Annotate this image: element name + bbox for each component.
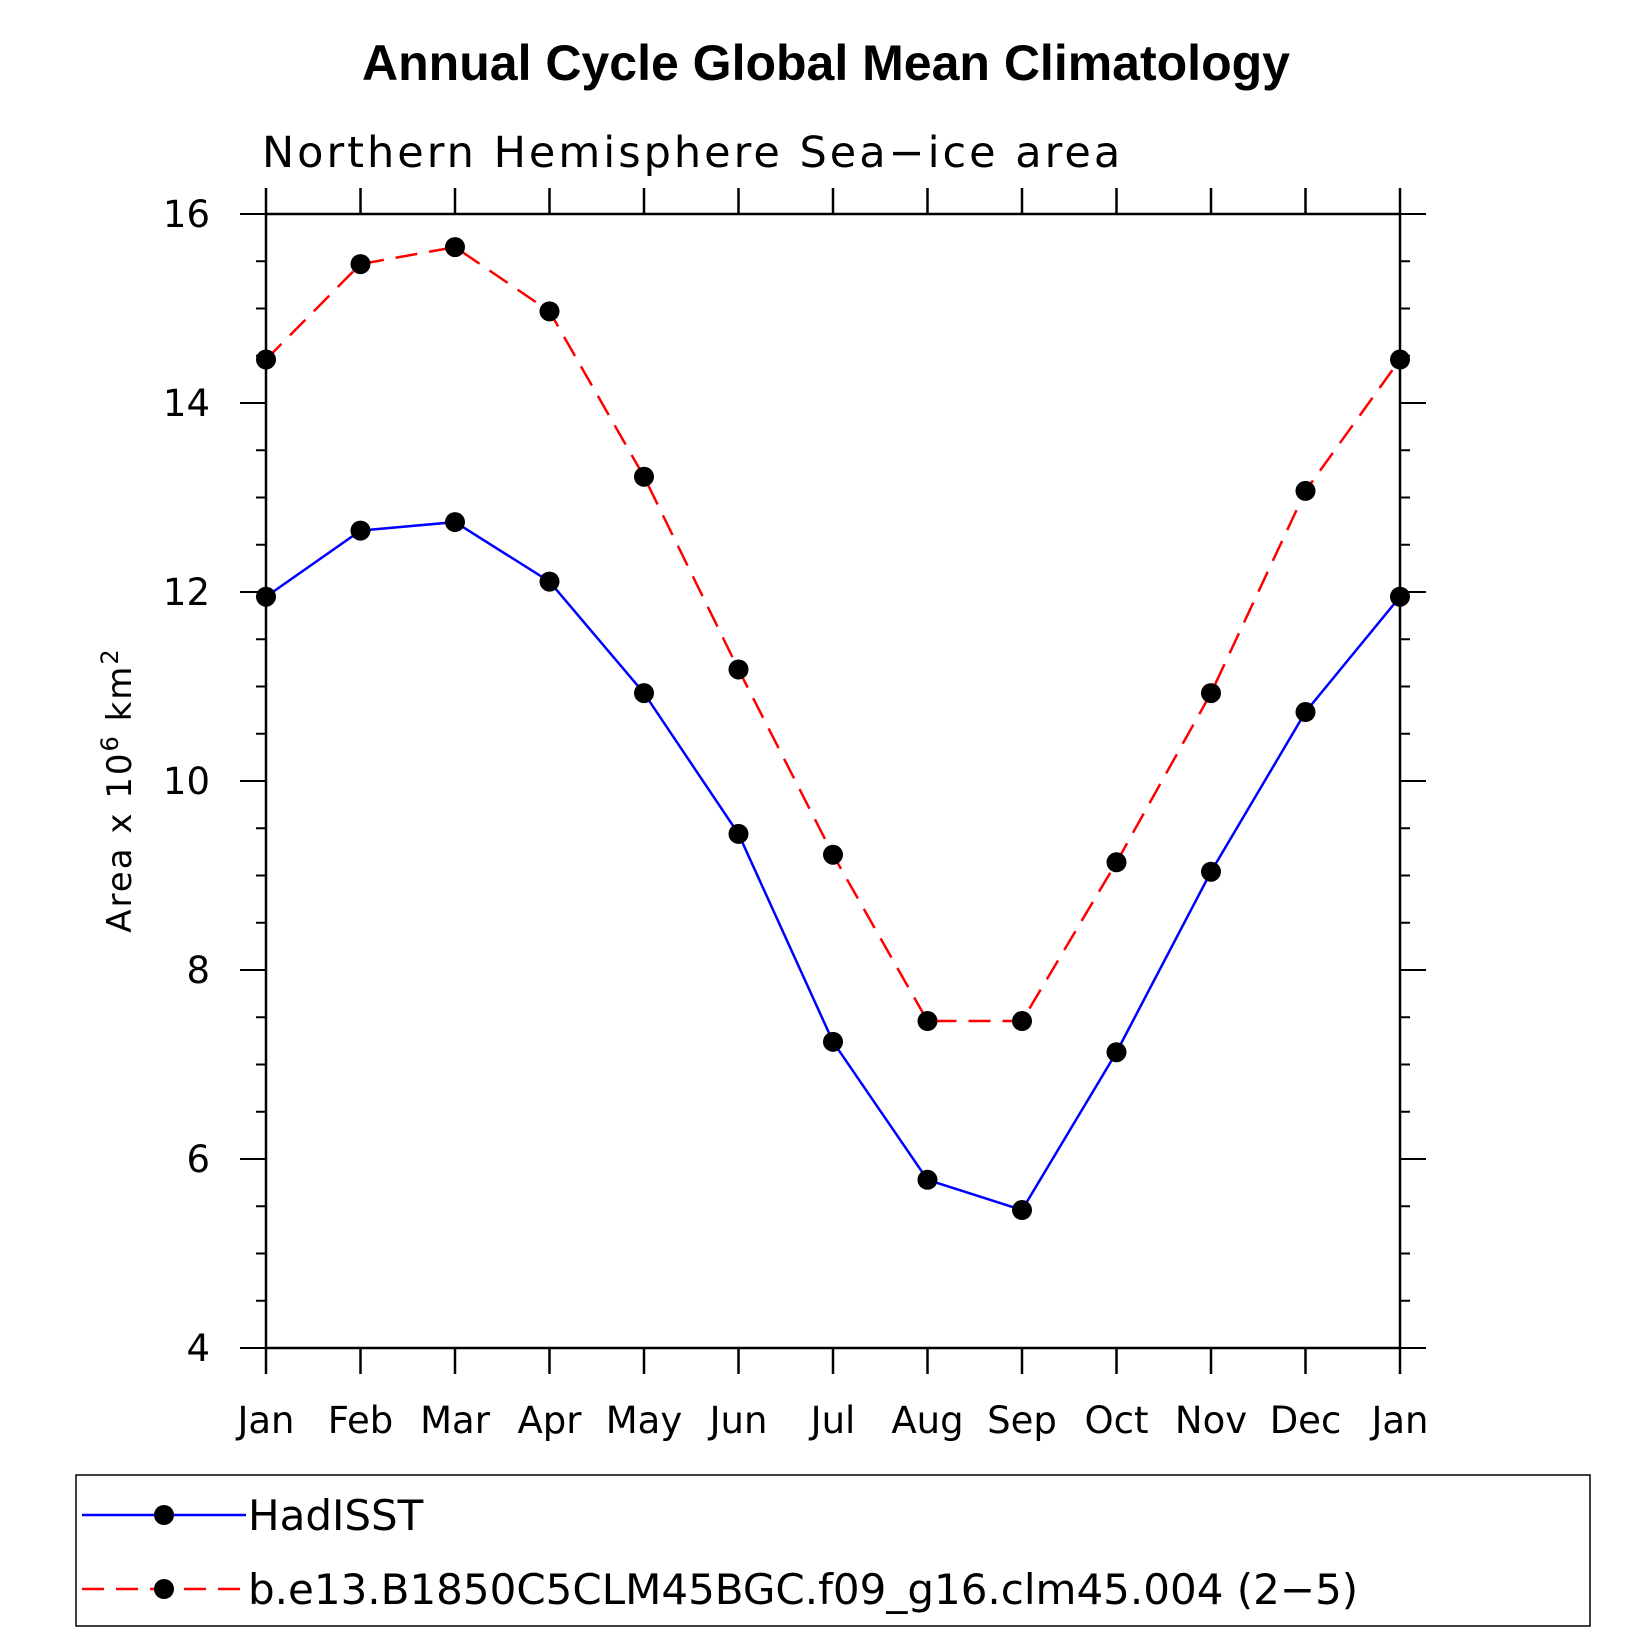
x-tick-label: Feb xyxy=(328,1399,394,1442)
data-point xyxy=(1012,1200,1032,1221)
y-tick-label: 6 xyxy=(186,1138,210,1181)
data-point xyxy=(256,586,276,607)
series-line-2 xyxy=(265,245,1402,1023)
plot-frame xyxy=(264,212,1402,1350)
y-tick-label: 16 xyxy=(163,193,210,236)
data-point xyxy=(1106,852,1127,873)
data-point xyxy=(1106,1042,1127,1063)
x-tick-label: Sep xyxy=(987,1399,1057,1442)
chart-title: Annual Cycle Global Mean Climatology xyxy=(362,35,1290,91)
data-point xyxy=(917,1011,938,1032)
data-point xyxy=(1201,683,1221,704)
data-point xyxy=(728,659,749,680)
data-point xyxy=(256,349,276,370)
y-tick-label: 14 xyxy=(163,382,210,425)
data-point xyxy=(1390,349,1410,370)
data-point xyxy=(728,823,749,844)
x-tick-label: Nov xyxy=(1175,1399,1247,1442)
data-point xyxy=(539,571,560,592)
x-tick-label: Jun xyxy=(708,1399,768,1442)
data-point xyxy=(634,466,654,487)
data-point xyxy=(350,520,371,541)
x-tick-label: Jan xyxy=(235,1399,294,1442)
x-tick-label: Jul xyxy=(809,1399,856,1442)
x-tick-label: Dec xyxy=(1270,1399,1342,1442)
x-tick-label: Jan xyxy=(1369,1399,1428,1442)
data-point xyxy=(1012,1011,1032,1032)
legend-marker xyxy=(154,1505,174,1525)
data-point xyxy=(917,1169,938,1190)
y-tick-label: 12 xyxy=(163,571,210,614)
data-point xyxy=(445,237,465,258)
plot-axes xyxy=(240,188,1426,1374)
legend-box xyxy=(75,1474,1591,1627)
x-tick-label: Apr xyxy=(517,1399,582,1442)
legend-label: HadISST xyxy=(248,1491,424,1540)
x-tick-label: May xyxy=(606,1399,683,1442)
series-lines xyxy=(265,245,1402,1212)
legend-marker xyxy=(154,1579,174,1599)
legend: HadISST b.e13.B1850C5CLM45BGC.f09_g16.clm… xyxy=(75,1474,1591,1627)
x-tick-label: Oct xyxy=(1085,1399,1149,1442)
data-point xyxy=(823,1031,843,1052)
y-tick-label: 8 xyxy=(186,949,210,992)
x-tick-label: Aug xyxy=(891,1399,963,1442)
y-tick-label: 4 xyxy=(186,1327,210,1370)
data-point xyxy=(1295,702,1316,723)
y-tick-label: 10 xyxy=(163,760,210,803)
series-markers xyxy=(256,237,1410,1221)
chart-subtitle: Northern Hemisphere Sea−ice area xyxy=(262,128,1123,178)
data-point xyxy=(823,844,843,865)
data-point xyxy=(350,254,371,275)
y-tick-labels: 4 6 8 10 12 14 16 xyxy=(163,193,210,1370)
data-point xyxy=(1201,861,1221,882)
data-point xyxy=(539,301,560,322)
data-point xyxy=(445,512,465,533)
series-line-1 xyxy=(265,520,1401,1212)
x-tick-label: Mar xyxy=(420,1399,491,1442)
data-point xyxy=(634,683,654,704)
y-axis-label: Area x 106 km2 xyxy=(96,647,140,932)
x-tick-labels: Jan Feb Mar Apr May Jun Jul Aug Sep Oct Nov Dec Jan xyxy=(235,1399,1428,1442)
data-point xyxy=(1295,480,1316,501)
legend-label: b.e13.B1850C5CLM45BGC.f09_g16.clm45.004 … xyxy=(248,1565,1358,1614)
data-point xyxy=(1390,586,1410,607)
